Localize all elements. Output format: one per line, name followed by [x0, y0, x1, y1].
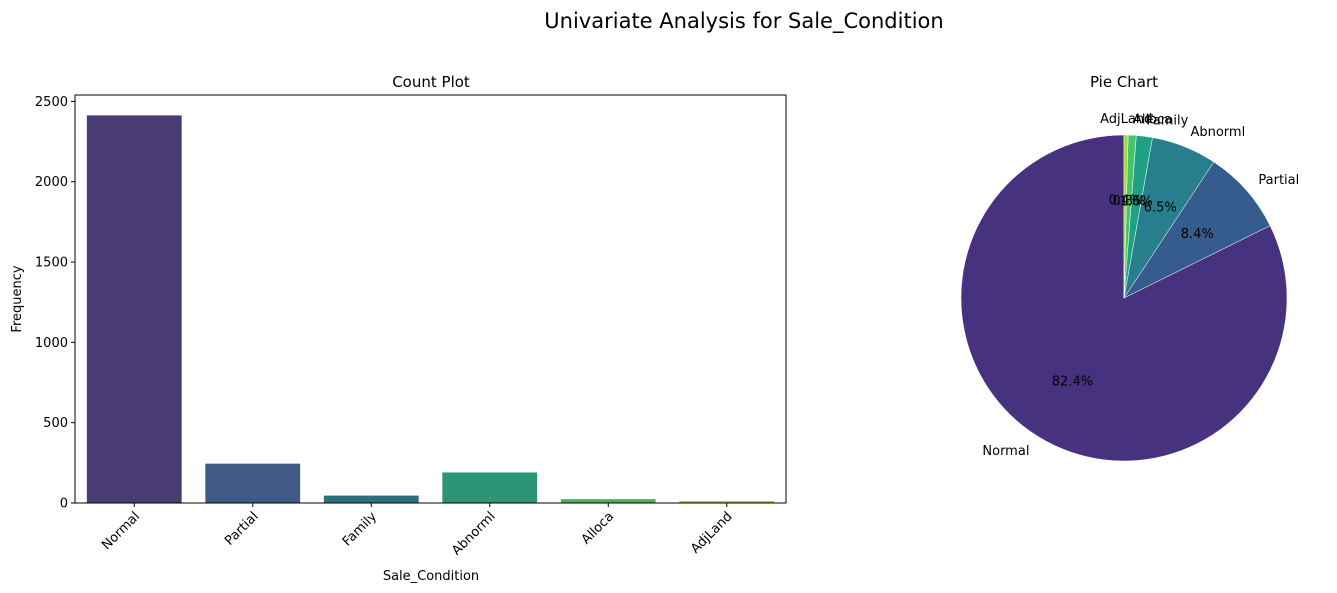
plot-frame: [74, 94, 787, 504]
pie-chart: Pie Chart Normal 82.4% Partial 8.4% Abnorml 6…: [960, 73, 1299, 462]
pie-slice-adjland: [1123, 134, 1129, 299]
pie-labels: Normal 82.4% Partial 8.4% Abnorml 6.5% Family 1…: [982, 112, 1299, 459]
x-tick-label: Alloca: [579, 509, 617, 547]
pie-label: AdjLand: [1100, 112, 1152, 127]
y-axis-label: Frequency: [10, 265, 25, 332]
bar-family: [323, 495, 419, 503]
bar-partial: [205, 463, 301, 503]
pie-label: Partial: [1258, 173, 1299, 188]
y-tick-label: 1500: [35, 256, 68, 271]
y-tick-label: 2000: [35, 175, 68, 190]
pie-label: Alloca: [1133, 112, 1172, 127]
pie-pct-label: 8.4%: [1181, 227, 1214, 242]
y-tick-label: 500: [43, 416, 68, 431]
bar-adjland: [679, 501, 775, 503]
bar-alloca: [560, 499, 656, 503]
bar-abnorml: [442, 472, 538, 503]
count-plot: Count Plot 0 500 1000 1500 2000 2500 Normal Pa…: [10, 73, 787, 584]
pie-chart-title: Pie Chart: [1090, 73, 1158, 91]
figure-suptitle: Univariate Analysis for Sale_Condition: [544, 9, 943, 34]
x-tick-label: Partial: [222, 509, 261, 548]
x-tick-label: AdjLand: [688, 509, 736, 557]
pie-slices: [960, 134, 1288, 462]
y-axis: 0 500 1000 1500 2000 2500: [35, 95, 75, 512]
pie-pct-label: 0.8%: [1112, 194, 1145, 209]
pie-label: Family: [1146, 114, 1188, 129]
pie-pct-label: 6.5%: [1144, 201, 1177, 216]
y-tick-label: 0: [60, 497, 68, 512]
y-tick-label: 2500: [35, 95, 68, 110]
x-tick-label: Normal: [99, 509, 143, 553]
bar-normal: [86, 115, 182, 504]
pie-slice-normal: [960, 134, 1288, 462]
pie-pct-label: 82.4%: [1052, 375, 1093, 390]
pie-label: Abnorml: [1190, 125, 1245, 140]
x-tick-label: Family: [340, 509, 380, 549]
pie-label: Normal: [982, 444, 1029, 459]
pie-pct-label: 0.4%: [1109, 194, 1142, 209]
pie-slice-partial: [1123, 161, 1271, 299]
x-axis-label: Sale_Condition: [383, 569, 479, 584]
pie-pct-label: 1.6%: [1120, 194, 1153, 209]
x-tick-label: Abnorml: [449, 509, 498, 558]
bar-marks: [86, 115, 775, 504]
count-plot-title: Count Plot: [392, 73, 470, 91]
x-axis: Normal Partial Family Abnorml Alloca AdjLand: [99, 503, 736, 559]
y-tick-label: 1000: [35, 336, 68, 351]
